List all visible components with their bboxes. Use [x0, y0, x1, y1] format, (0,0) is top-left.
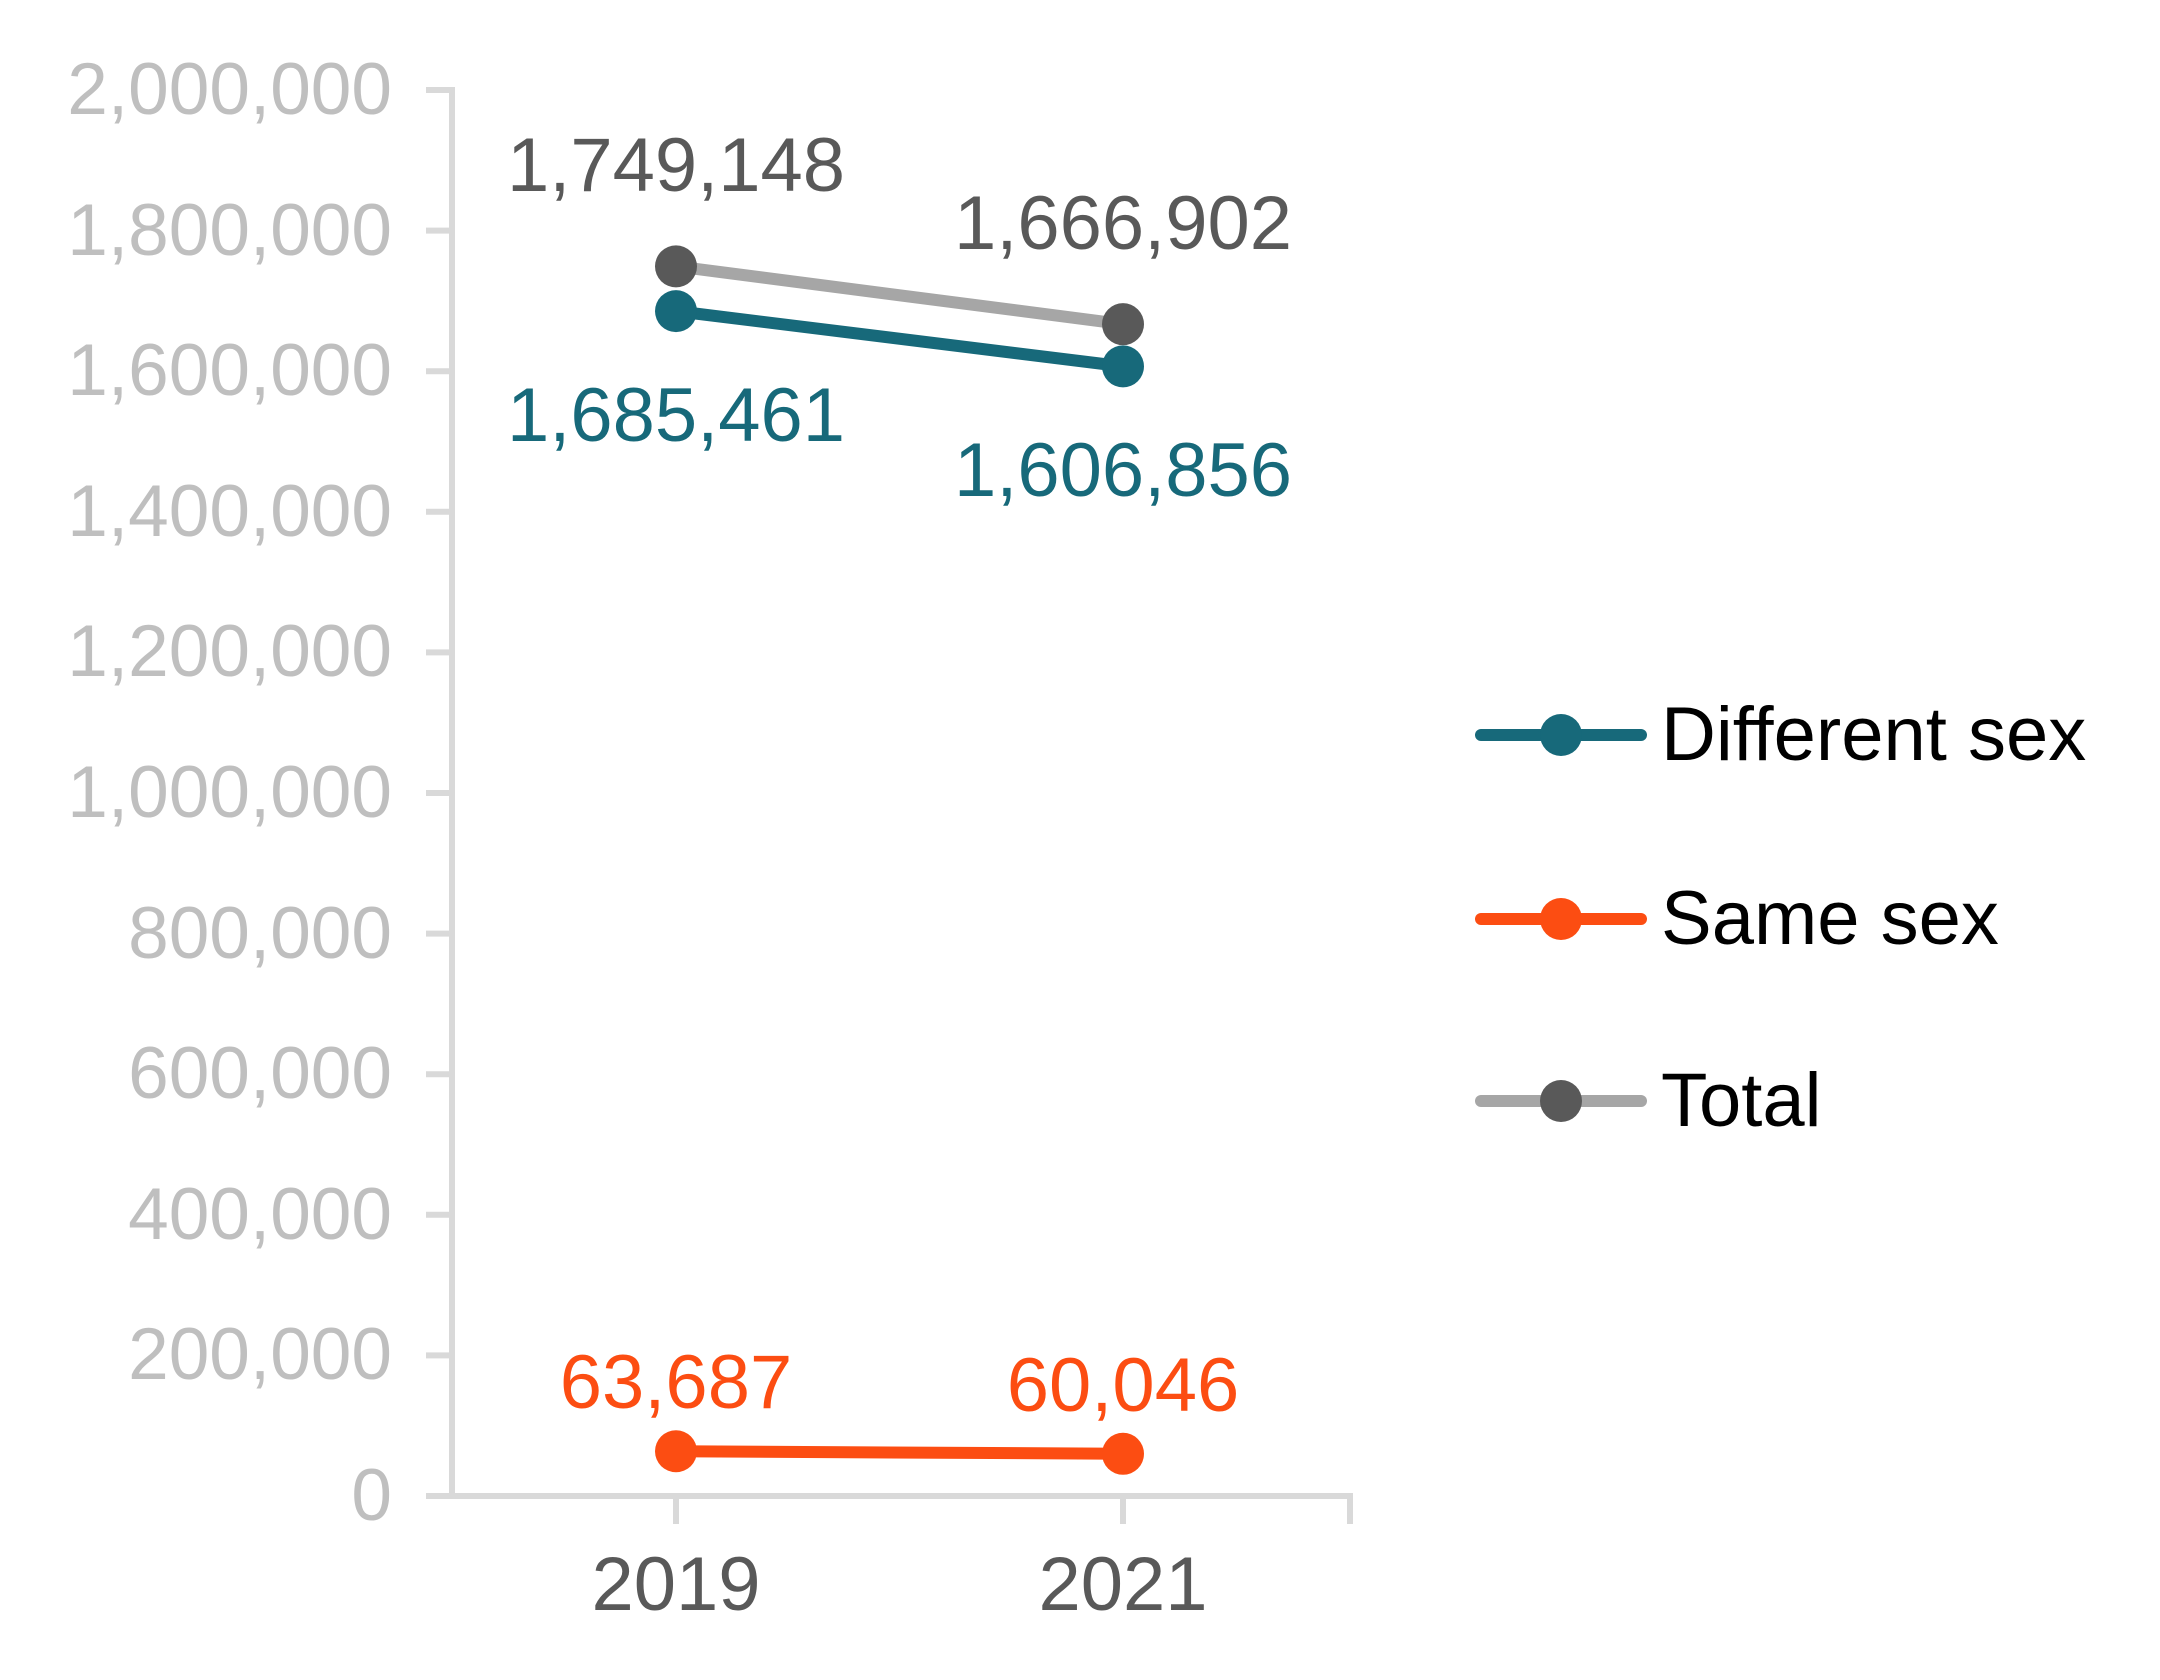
- data-label: 1,666,902: [953, 181, 1293, 267]
- y-axis-tick-label: 800,000: [128, 892, 392, 974]
- data-label: 63,687: [559, 1340, 793, 1426]
- series-lines: [655, 245, 1144, 1475]
- legend-item-different-sex: Different sex: [1475, 690, 2086, 780]
- legend-line-marker: [1475, 714, 1647, 756]
- data-label: 1,685,461: [506, 373, 846, 459]
- data-label: 60,046: [1006, 1342, 1240, 1428]
- y-axis-tick-label: 1,800,000: [67, 189, 392, 271]
- legend-line-marker: [1475, 1080, 1647, 1122]
- x-axis-tick-label: 2019: [591, 1542, 761, 1627]
- legend-item-same-sex: Same sex: [1475, 874, 1999, 964]
- legend-line-marker: [1475, 898, 1647, 940]
- data-label: 1,749,148: [506, 123, 846, 209]
- y-axis-tick-label: 1,000,000: [67, 752, 392, 833]
- legend-dot-marker: [1540, 898, 1582, 940]
- legend-label: Same sex: [1661, 876, 1999, 961]
- y-axis-tick-label: 2,000,000: [67, 49, 392, 130]
- legend-label: Total: [1661, 1058, 1822, 1143]
- x-axis-tick-label: 2021: [1038, 1542, 1208, 1627]
- legend-dot-marker: [1540, 714, 1582, 756]
- y-axis-tick-label: 600,000: [128, 1033, 392, 1115]
- y-axis-tick-label: 200,000: [128, 1314, 392, 1396]
- y-axis-tick-label: 400,000: [128, 1173, 392, 1255]
- legend-label: Different sex: [1661, 692, 2087, 777]
- y-axis-tick-label: 1,600,000: [67, 330, 392, 412]
- y-axis-tick-label: 1,200,000: [67, 611, 392, 693]
- data-label: 1,606,856: [953, 428, 1293, 514]
- legend-dot-marker: [1540, 1080, 1582, 1122]
- axes: [426, 87, 1353, 1524]
- y-axis-tick-label: 0: [351, 1455, 392, 1536]
- legend-item-total: Total: [1475, 1056, 1822, 1146]
- y-axis-tick-label: 1,400,000: [67, 470, 392, 552]
